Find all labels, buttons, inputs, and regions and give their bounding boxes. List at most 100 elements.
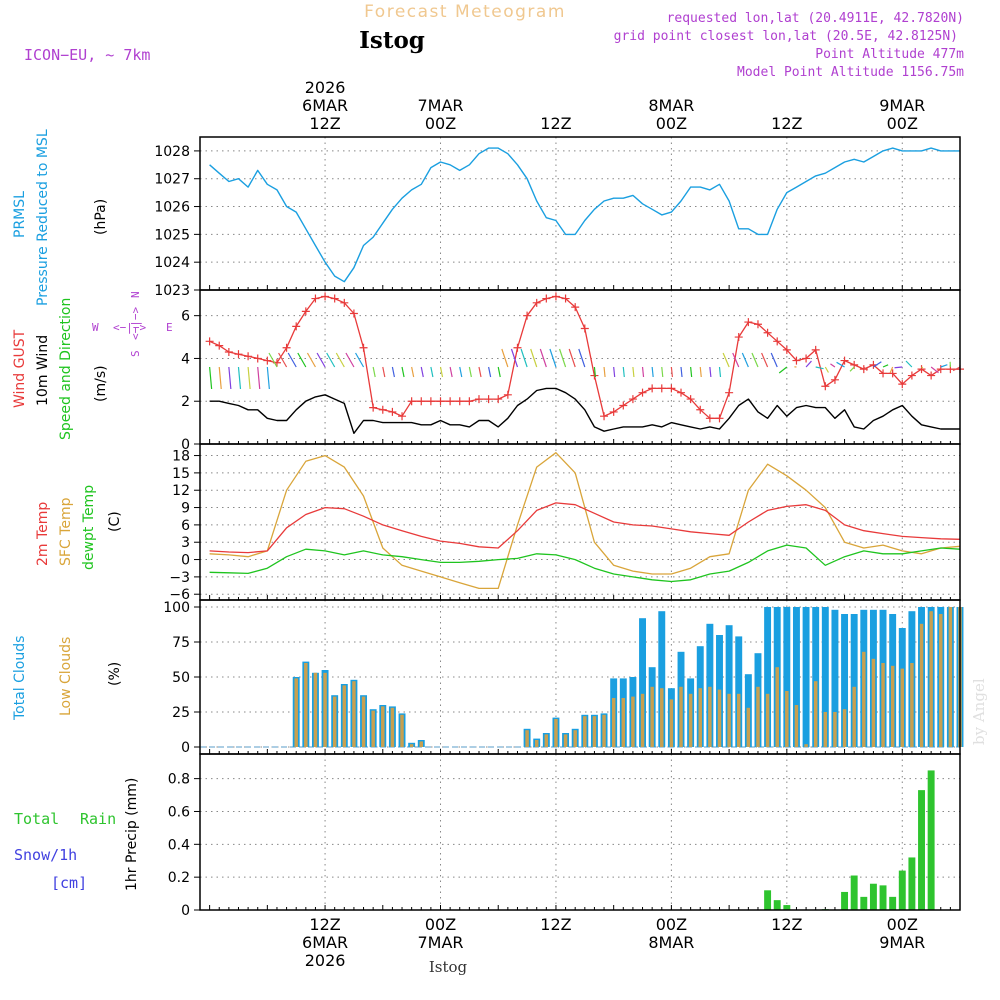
low-cloud-bar — [323, 672, 327, 747]
total-cloud-bar — [850, 614, 858, 747]
low-cloud-bar — [361, 696, 366, 747]
y-tick-label: 50 — [172, 670, 190, 686]
rain-bar — [918, 790, 925, 910]
gust-marker — [715, 414, 724, 423]
wind-arrow — [539, 348, 547, 368]
gust-marker — [301, 307, 310, 316]
gust-marker — [330, 294, 339, 303]
rain-bar — [898, 870, 906, 910]
wind-arrow — [345, 352, 355, 368]
total-cloud-bar — [658, 611, 666, 747]
speeddir-label: Speed and Direction — [58, 298, 74, 440]
low-cloud-bar — [525, 730, 529, 747]
gust-marker — [657, 384, 666, 393]
low-cloud-bar — [727, 693, 731, 747]
gust-marker — [398, 412, 407, 421]
footer-station: Istog — [429, 958, 468, 976]
compass-rose: N S <−|−> W <−|−> E — [92, 291, 173, 357]
gust-marker — [503, 390, 512, 399]
gust-marker — [667, 384, 676, 393]
wind-arrow — [651, 366, 654, 378]
wind-arrow — [497, 366, 501, 378]
requested-coords: requested lon,lat (20.4911E, 42.7820N) — [667, 11, 964, 26]
wind-arrow — [257, 366, 261, 390]
wind-unit: (m/s) — [93, 365, 109, 402]
low-cloud-bar — [313, 672, 318, 747]
low-cloud-bar — [592, 716, 597, 747]
gust-marker — [321, 292, 330, 301]
low-cloud-bar — [679, 686, 683, 747]
low-cloud-bar — [409, 744, 414, 747]
low-cloud-bar — [381, 706, 385, 747]
low-cloud-bar — [717, 689, 722, 747]
y-tick-label: 3 — [181, 535, 190, 551]
gust-marker — [369, 403, 378, 412]
total-cloud-bar — [792, 607, 800, 747]
wind-arrow — [718, 366, 722, 378]
product-title: Forecast Meteogram — [364, 2, 566, 22]
wind-arrow — [411, 366, 415, 378]
rain-bar — [850, 875, 858, 910]
bottom-axis-label: 7MAR — [417, 933, 463, 952]
low-cloud-bar — [563, 734, 568, 747]
top-axis-label: 6MAR — [302, 96, 348, 115]
gust-marker — [513, 343, 522, 352]
sfc-label: SFC Temp — [58, 497, 74, 566]
rain-bar — [764, 890, 772, 910]
low-cloud-bar — [900, 668, 905, 747]
y-tick-label: 15 — [172, 466, 190, 482]
wind-arrow — [228, 366, 232, 390]
rain-bar — [783, 905, 791, 910]
wind-arrow — [316, 352, 326, 368]
wind-arrow — [335, 352, 345, 368]
clouds-unit: (%) — [107, 662, 123, 686]
low-cloud-bar — [842, 709, 847, 747]
top-axis-label: 9MAR — [879, 96, 925, 115]
wind-arrow — [709, 366, 712, 378]
wind-arrow — [218, 366, 222, 390]
low-cloud-bar — [583, 716, 587, 747]
wind-arrow — [690, 366, 693, 378]
compass-east: E — [166, 321, 173, 334]
wind-arrow — [680, 366, 683, 378]
panel-5: 0 0.2 0.4 0.6 0.8 — [168, 754, 961, 919]
y-tick-label: 18 — [172, 449, 190, 465]
wind-arrow — [632, 366, 635, 378]
y-tick-label: 75 — [172, 635, 190, 651]
low-cloud-bar — [611, 698, 616, 747]
low-cloud-bar — [419, 741, 423, 747]
point-altitude: Point Altitude 477m — [815, 47, 964, 62]
low-cloud-bar — [871, 658, 876, 747]
gust-marker — [446, 397, 455, 406]
wind-arrow — [420, 366, 424, 378]
low-cloud-bar — [775, 667, 779, 747]
wind-arrow — [930, 366, 939, 374]
bottom-axis-label: 12Z — [309, 915, 340, 934]
rain-bar — [908, 857, 916, 910]
wind-arrow — [266, 366, 270, 390]
low-cloud-bar — [804, 744, 808, 747]
rain-bar — [773, 900, 781, 910]
wind-arrow — [287, 352, 297, 368]
low-cloud-bar — [631, 696, 635, 747]
gust-label: Wind GUST — [12, 329, 28, 408]
gust-marker — [282, 343, 291, 352]
low-cloud-bar — [390, 707, 395, 747]
wind-arrow — [889, 366, 894, 374]
y-tick-label: 25 — [172, 705, 190, 721]
y-tick-label: 4 — [181, 351, 190, 367]
rain-bar — [927, 770, 935, 910]
wind-arrow — [863, 366, 868, 371]
wind-arrow — [247, 366, 251, 390]
wind-arrow — [824, 366, 829, 373]
wind-arrow — [478, 366, 482, 378]
y-tick-label: 1026 — [154, 200, 190, 216]
wind-arrow — [641, 366, 645, 378]
low-cloud-bar — [650, 686, 654, 747]
compass-west: W — [92, 321, 99, 334]
gust-marker — [474, 395, 483, 404]
top-axis-label: 00Z — [656, 114, 687, 133]
low-cloud-bar — [939, 614, 943, 747]
wind-arrow — [530, 348, 538, 368]
y-tick-label: 0.4 — [168, 837, 190, 853]
